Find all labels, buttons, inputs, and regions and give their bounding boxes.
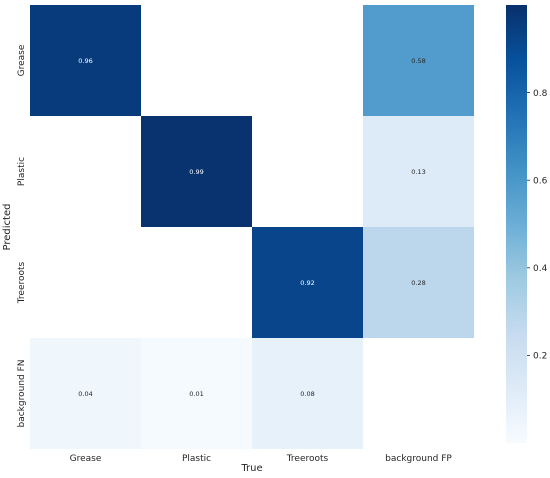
colorbar-tick-label: 0.8	[533, 89, 548, 99]
heatmap-cell-value: 0.04	[78, 390, 92, 398]
heatmap-cell	[252, 227, 363, 338]
colorbar	[506, 5, 527, 443]
x-tick-label: Treeroots	[286, 454, 329, 464]
heatmap-cell	[363, 227, 474, 338]
heatmap-cell	[252, 338, 363, 449]
heatmap-cell	[141, 338, 252, 449]
heatmap-cell-value: 0.96	[78, 57, 92, 65]
colorbar-tick-label: 0.2	[533, 352, 547, 362]
heatmap-cells	[30, 5, 474, 449]
x-tick-label: Plastic	[182, 454, 211, 464]
heatmap-cell	[141, 116, 252, 227]
y-tick-label: Grease	[17, 44, 27, 76]
heatmap-cell	[363, 116, 474, 227]
heatmap-cell-value: 0.01	[189, 390, 203, 398]
colorbar-tick-label: 0.4	[533, 264, 548, 274]
heatmap-cell-value: 0.58	[411, 57, 425, 65]
y-axis-tick-labels: Grease Plastic Treeroots background FN	[17, 44, 27, 427]
heatmap-cell	[30, 5, 141, 116]
x-axis-label: True	[240, 463, 262, 474]
heatmap-cell-labels: 0.96 0.58 0.99 0.13 0.92 0.28 0.04 0.01 0.08	[78, 57, 425, 398]
heatmap-cell	[363, 5, 474, 116]
colorbar-tick-label: 0.6	[533, 176, 548, 186]
y-tick-label: background FN	[17, 359, 27, 427]
heatmap-cell-value: 0.99	[189, 168, 203, 176]
x-tick-label: Grease	[70, 454, 102, 464]
y-axis-label: Predicted	[2, 204, 13, 251]
y-tick-label: Plastic	[17, 157, 27, 186]
heatmap-cell-value: 0.28	[411, 279, 425, 287]
y-tick-label: Treeroots	[17, 261, 27, 304]
heatmap-cell	[30, 338, 141, 449]
x-tick-label: background FP	[385, 454, 452, 464]
heatmap-cell-value: 0.92	[300, 279, 314, 287]
x-axis-tick-labels: Grease Plastic Treeroots background FP	[70, 454, 453, 464]
heatmap-cell-value: 0.13	[411, 168, 425, 176]
heatmap-cell-value: 0.08	[300, 390, 314, 398]
colorbar-tick-labels: 0.2 0.4 0.6 0.8	[527, 89, 548, 362]
